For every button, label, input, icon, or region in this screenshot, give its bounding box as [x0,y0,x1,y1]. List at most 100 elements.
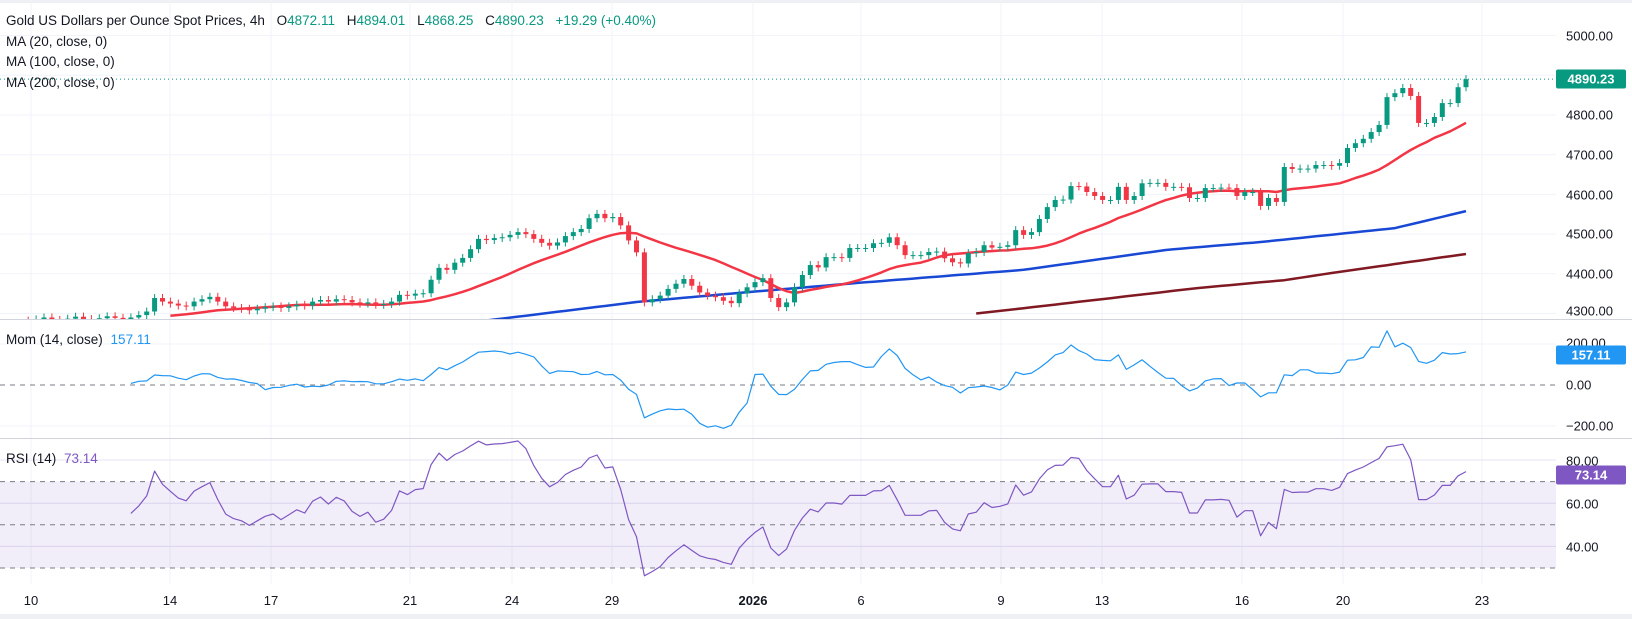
candle-body [689,278,695,286]
candle-body [950,258,955,263]
candle-body [136,315,142,318]
momentum-pane[interactable] [0,320,1556,438]
candle-body [1021,230,1027,235]
candle-body [1115,186,1121,200]
time-tick: 17 [263,593,279,608]
candle-body [373,302,379,305]
rsi-value: 73.14 [64,451,98,466]
close-label: C [485,13,495,28]
rsi-tick: 80.00 [1566,453,1599,469]
candle-body [1431,116,1437,123]
candle-body [191,301,197,307]
candle-body [420,293,426,295]
rsi-tick: 40.00 [1566,539,1599,555]
ma100-legend[interactable]: MA (100, close, 0) [6,54,115,69]
candle-body [657,295,663,300]
candle-body [476,238,481,250]
candle-body [1250,192,1256,194]
candle-body [499,237,505,239]
candle-body [863,247,869,249]
candle-body [1171,186,1177,188]
momentum-tick: −200.00 [1566,418,1614,434]
candle-body [1305,168,1311,170]
ma20-legend[interactable]: MA (20, close, 0) [6,34,108,49]
candle-body [1384,97,1390,125]
candle-body [570,232,576,237]
candle-body [1044,207,1050,220]
candle-body [1131,195,1137,200]
candle-body [1123,186,1129,200]
price-tick: 4300.00 [1566,303,1613,319]
candle-body [1266,197,1271,206]
candle-body [175,303,181,306]
chart-legend: Gold US Dollars per Ounce Spot Prices, 4… [6,12,656,29]
pane-divider[interactable] [0,319,1632,320]
momentum-label: Mom (14, close) [6,332,103,347]
candle-body [815,265,821,268]
candle-body [555,242,560,246]
candle-body [96,318,102,319]
candle-body [294,304,300,307]
candle-body [799,274,805,288]
price-pane[interactable] [0,0,1556,319]
rsi-value-tag: 73.14 [1556,465,1626,485]
ma200-legend[interactable]: MA (200, close, 0) [6,75,115,90]
candle-body [871,243,876,248]
candle-body [404,294,410,296]
candle-body [302,304,308,306]
ma20-line [170,121,1467,318]
candle-body [1108,199,1113,201]
time-tick: 2026 [738,593,768,608]
candle-body [681,278,687,284]
candle-body [325,300,331,302]
candle-body [1084,186,1090,193]
candle-body [49,317,55,319]
candle-body [1313,165,1319,169]
time-tick: 29 [604,593,620,608]
candle-body [831,257,837,259]
candle-body [713,295,718,298]
candle-body [728,300,734,304]
candle-body [531,234,537,239]
candle-body [855,247,861,249]
high-value: 4894.01 [356,13,406,28]
candle-body [752,282,758,288]
rsi-legend[interactable]: RSI (14) 73.14 [6,450,98,467]
candle-body [1155,182,1161,184]
close-value: 4890.23 [494,13,544,28]
momentum-value-tag: 157.11 [1556,345,1626,365]
candle-body [1273,197,1279,202]
candle-body [1202,188,1208,198]
candle-body [973,251,979,254]
candle-body [183,305,189,307]
candle-body [239,307,244,309]
candle-body [128,317,134,319]
candle-body [673,283,679,289]
rsi-label: RSI (14) [6,451,57,466]
momentum-value: 157.11 [110,332,151,347]
candle-body [768,278,774,299]
candle-body [981,245,987,252]
candle-body [152,298,158,312]
candle-body [997,246,1003,248]
pane-divider[interactable] [0,438,1632,439]
candle-body [349,300,355,303]
time-tick: 21 [402,593,418,608]
symbol-title[interactable]: Gold US Dollars per Ounce Spot Prices, 4… [6,13,265,28]
candle-body [562,236,568,243]
momentum-legend[interactable]: Mom (14, close) 157.11 [6,331,151,348]
candle-body [942,251,948,259]
candle-body [460,257,466,263]
candle-body [926,251,932,256]
candle-body [310,301,316,306]
candle-body [41,317,47,319]
candle-body [1076,186,1082,188]
candle-body [641,252,647,303]
candle-body [507,234,513,238]
candle-body [207,296,213,300]
candle-body [784,302,790,308]
rsi-pane[interactable] [0,439,1556,584]
candle-body [1337,163,1343,166]
time-tick: 14 [162,593,178,608]
bottom-border [0,614,1632,619]
